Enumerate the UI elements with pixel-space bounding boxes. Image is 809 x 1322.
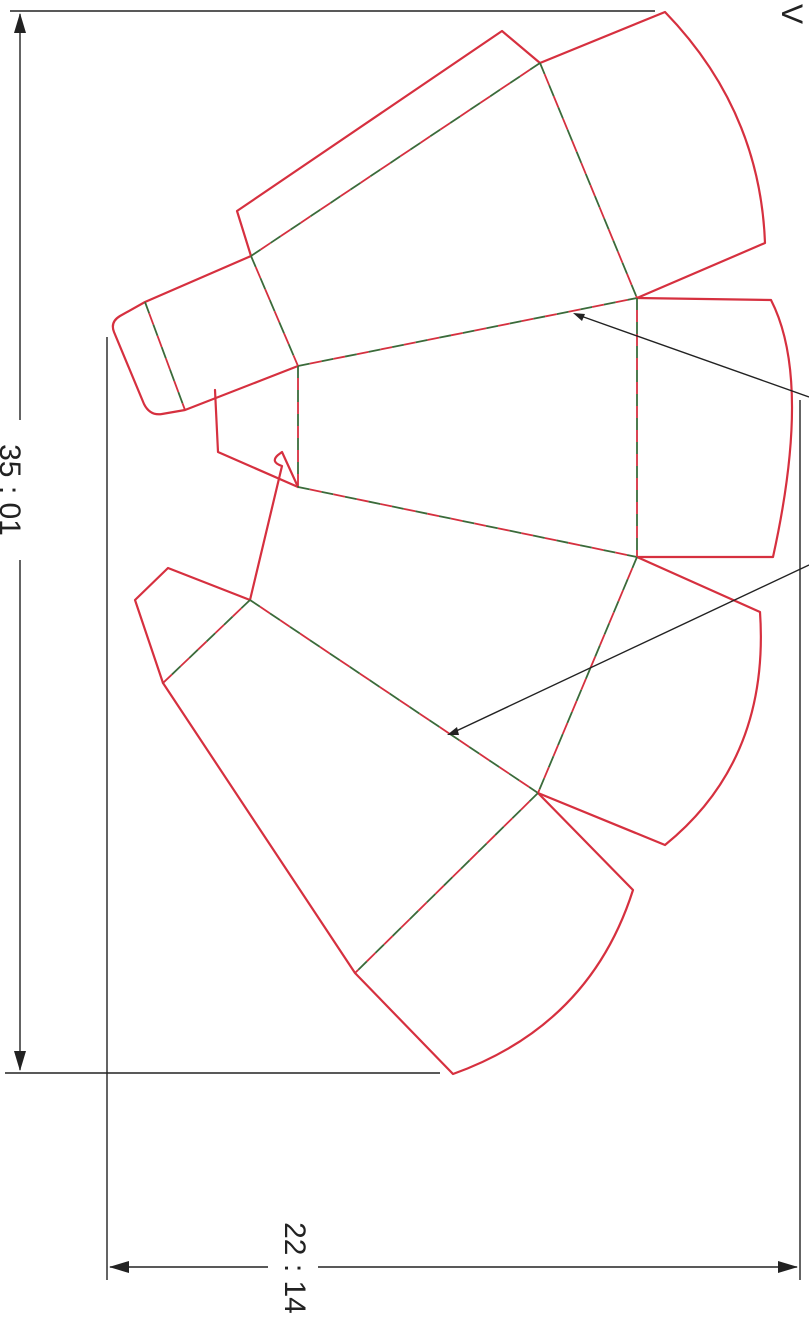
lower-left-flap (133, 566, 252, 685)
middle-flap (213, 388, 300, 489)
middle-arc-flap (635, 296, 794, 559)
partial-label: V (775, 4, 808, 24)
width-arrow-right (778, 1261, 798, 1273)
lower-right-arc-flap (536, 555, 762, 847)
top-glue-flap (538, 10, 767, 300)
fold-line-set-green (144, 62, 638, 974)
leader-arrowhead-upper (573, 313, 585, 321)
height-arrow-top (14, 13, 26, 33)
leader-line-upper (577, 314, 809, 398)
height-dimension-label: 35 : 01 (0, 444, 26, 536)
width-dimension: 22 : 14 (106, 337, 801, 1322)
fold-lines (144, 62, 638, 974)
cut-lines (111, 10, 794, 1076)
notch-edge (248, 450, 300, 602)
fold-line-set-red (144, 62, 638, 974)
leader-line-lower (451, 564, 809, 734)
height-dimension: 35 : 01 (0, 10, 655, 1074)
upper-tab (111, 254, 300, 416)
width-arrow-left (109, 1261, 129, 1273)
top-panel-edge (235, 29, 542, 258)
leader-arrowhead-lower (447, 727, 459, 735)
bottom-panel-edge (161, 681, 635, 1076)
height-arrow-bottom (14, 1051, 26, 1071)
width-dimension-label: 22 : 14 (278, 1222, 311, 1314)
leader-arrows (447, 313, 809, 735)
